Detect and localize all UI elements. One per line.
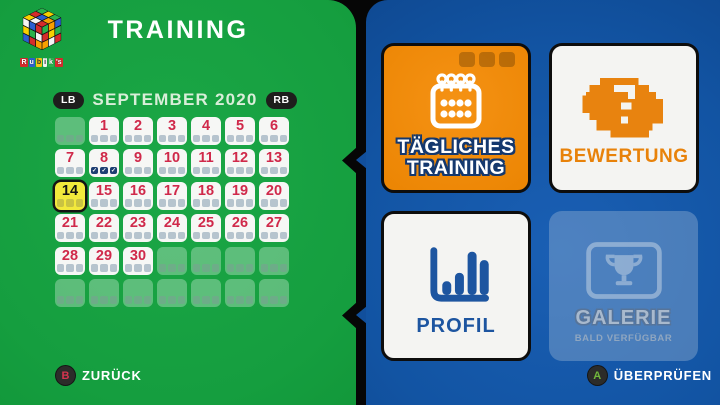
calendar-day-cell[interactable]: 2 bbox=[123, 117, 153, 145]
calendar-empty-cell bbox=[259, 278, 289, 307]
calendar-day-cell[interactable]: 17 bbox=[157, 181, 187, 210]
tile-rating[interactable]: BEWERTUNG bbox=[549, 43, 699, 193]
calendar-day-cell[interactable]: 22 bbox=[89, 214, 119, 243]
calendar-day-cell[interactable]: 4 bbox=[191, 117, 221, 145]
calendar-day-cell[interactable]: 6 bbox=[259, 117, 289, 145]
rubiks-cube-icon bbox=[22, 7, 62, 51]
menu-panel: TÄGLICHES TRAINING bbox=[366, 0, 720, 405]
calendar-empty-cell bbox=[89, 278, 119, 307]
tile-gallery[interactable]: GALERIE BALD VERFÜGBAR bbox=[549, 211, 698, 361]
trophy-screen-icon bbox=[549, 241, 698, 300]
calendar-day-cell[interactable]: 19 bbox=[225, 181, 255, 210]
calendar-day-cell[interactable]: 29 bbox=[89, 246, 119, 275]
confirm-hint[interactable]: A ÜBERPRÜFEN bbox=[587, 366, 712, 385]
back-hint[interactable]: B ZURÜCK bbox=[56, 366, 142, 385]
calendar-empty-cell bbox=[157, 278, 187, 307]
calendar-day-cell[interactable]: 5 bbox=[225, 117, 255, 145]
calendar-empty-cell bbox=[225, 246, 255, 275]
calendar-day-cell[interactable]: 10 bbox=[157, 149, 187, 178]
calendar-day-cell[interactable]: 8 ✓ ✓ ✓ bbox=[89, 149, 119, 178]
calendar-day-cell[interactable]: 14 bbox=[55, 181, 85, 210]
calendar-empty-cell bbox=[191, 246, 221, 275]
calendar-day-cell[interactable]: 26 bbox=[225, 214, 255, 243]
separator-chevron bbox=[356, 306, 367, 324]
back-hint-label: ZURÜCK bbox=[82, 368, 142, 383]
calendar-header: LB SEPTEMBER 2020 RB bbox=[53, 90, 297, 110]
calendar-day-cell[interactable]: 12 bbox=[225, 149, 255, 178]
calendar-day-cell[interactable]: 24 bbox=[157, 214, 187, 243]
calendar-empty-cell bbox=[191, 278, 221, 307]
calendar-day-cell[interactable]: 13 bbox=[259, 149, 289, 178]
next-month-button[interactable]: RB bbox=[265, 91, 297, 109]
bar-chart-icon bbox=[384, 238, 528, 314]
calendar-day-cell[interactable]: 11 bbox=[191, 149, 221, 178]
gamepad-b-button-icon: B bbox=[56, 366, 75, 385]
prev-month-button[interactable]: LB bbox=[53, 91, 84, 109]
calendar-day-cell[interactable]: 20 bbox=[259, 181, 289, 210]
calendar-day-cell[interactable]: 15 bbox=[89, 181, 119, 210]
tile-gallery-label: GALERIE bbox=[575, 307, 672, 329]
calendar-day-cell[interactable]: 30 bbox=[123, 246, 153, 275]
tile-daily-label: TÄGLICHES TRAINING bbox=[397, 136, 515, 179]
calendar-empty-cell bbox=[157, 246, 187, 275]
calendar-day-cell[interactable]: 3 bbox=[157, 117, 187, 145]
calendar-day-cell[interactable]: 23 bbox=[123, 214, 153, 243]
calendar-day-cell[interactable]: 7 bbox=[55, 149, 85, 178]
calendar-empty-cell bbox=[55, 278, 85, 307]
calendar-grid: 1 2 3 4 5 6 7 8 ✓ ✓ ✓ 9 10 11 12 13 14 15 16 17 18 19 20 21 22 23… bbox=[55, 117, 289, 307]
tile-profile-label: PROFIL bbox=[416, 315, 496, 337]
calendar-day-cell[interactable]: 18 bbox=[191, 181, 221, 210]
calendar-empty-cell bbox=[225, 278, 255, 307]
calendar-day-cell[interactable]: 25 bbox=[191, 214, 221, 243]
calendar-empty-cell bbox=[259, 246, 289, 275]
calendar-empty-cell bbox=[123, 278, 153, 307]
gamepad-a-button-icon: A bbox=[587, 366, 607, 385]
tile-gallery-sublabel: BALD VERFÜGBAR bbox=[574, 333, 673, 344]
calendar-day-cell[interactable]: 1 bbox=[89, 117, 119, 145]
separator-chevron bbox=[356, 151, 367, 169]
page-title: TRAINING bbox=[107, 16, 249, 44]
brain-question-icon bbox=[552, 74, 696, 141]
tile-rating-label: BEWERTUNG bbox=[559, 146, 689, 167]
calendar-day-cell[interactable]: 9 bbox=[123, 149, 153, 178]
calendar-day-cell[interactable]: 16 bbox=[123, 181, 153, 210]
month-label: SEPTEMBER 2020 bbox=[92, 90, 258, 109]
session-squares bbox=[459, 52, 515, 67]
tile-daily-training[interactable]: TÄGLICHES TRAINING bbox=[381, 43, 531, 193]
tile-profile[interactable]: PROFIL bbox=[381, 211, 531, 361]
calendar-day-cell[interactable]: 28 bbox=[55, 246, 85, 275]
confirm-hint-label: ÜBERPRÜFEN bbox=[613, 368, 712, 383]
calendar-empty-cell bbox=[55, 117, 85, 145]
calendar-day-cell[interactable]: 21 bbox=[55, 214, 85, 243]
calendar-day-cell[interactable]: 27 bbox=[259, 214, 289, 243]
calendar-icon bbox=[384, 70, 528, 134]
